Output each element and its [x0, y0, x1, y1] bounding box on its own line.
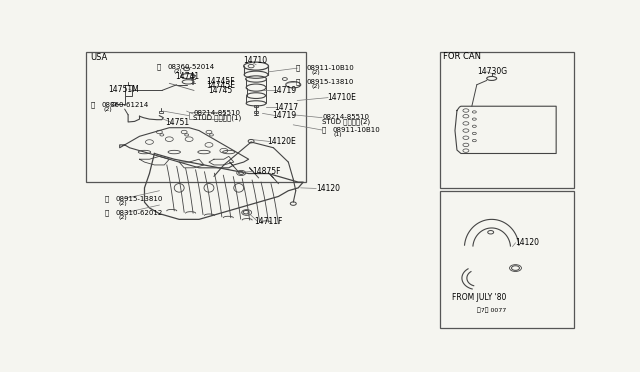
Text: FOR CAN: FOR CAN	[443, 52, 481, 61]
Text: 14730G: 14730G	[477, 67, 507, 76]
Bar	[125, 85, 132, 96]
Text: Ⓢ: Ⓢ	[157, 64, 161, 70]
Text: ァ7ァ 0077: ァ7ァ 0077	[477, 308, 506, 313]
Text: 14710E: 14710E	[327, 93, 356, 102]
Text: 08911-10B10: 08911-10B10	[333, 127, 381, 133]
Bar	[440, 191, 573, 328]
Text: 14717: 14717	[275, 103, 298, 112]
Text: Ⓢ: Ⓢ	[105, 210, 109, 217]
Text: USA: USA	[90, 53, 107, 62]
Text: (2): (2)	[311, 84, 320, 89]
Text: Ⓢ: Ⓢ	[91, 102, 95, 108]
Text: 14719: 14719	[273, 111, 296, 120]
Text: (2): (2)	[173, 69, 182, 74]
Text: 14751: 14751	[165, 118, 189, 127]
Text: 14745E: 14745E	[207, 81, 236, 90]
Text: FROM JULY '80: FROM JULY '80	[452, 293, 506, 302]
Text: Ⓥ: Ⓥ	[296, 78, 300, 85]
Text: 14875F: 14875F	[253, 167, 281, 176]
Text: 14120: 14120	[316, 184, 340, 193]
Text: 14711F: 14711F	[255, 217, 283, 226]
Text: 14120: 14120	[515, 238, 540, 247]
Text: 14745F: 14745F	[207, 77, 235, 86]
Text: (2): (2)	[311, 70, 320, 75]
Text: 08915-13810: 08915-13810	[116, 196, 163, 202]
Text: STUD スタッド(2): STUD スタッド(2)	[322, 118, 370, 125]
Text: Ⓝ: Ⓝ	[296, 65, 300, 71]
Text: 14719: 14719	[273, 86, 296, 95]
Text: 08360-52014: 08360-52014	[168, 64, 215, 70]
Text: (2): (2)	[104, 107, 113, 112]
Bar	[189, 112, 224, 119]
Text: 08360-61214: 08360-61214	[102, 102, 149, 108]
Text: 14751M: 14751M	[108, 84, 138, 93]
Bar	[254, 111, 258, 113]
Text: 08915-13810: 08915-13810	[307, 79, 354, 85]
Text: (2): (2)	[118, 201, 127, 206]
Bar	[440, 52, 573, 188]
Text: 14120E: 14120E	[268, 137, 296, 146]
Text: (1): (1)	[334, 132, 342, 137]
Text: 08214-85510: 08214-85510	[322, 114, 369, 120]
Text: 14745: 14745	[208, 86, 232, 95]
Text: 08911-10B10: 08911-10B10	[307, 65, 355, 71]
Text: 14741: 14741	[175, 72, 199, 81]
Text: Ⓝ: Ⓝ	[322, 127, 326, 133]
Text: 14710: 14710	[244, 56, 268, 65]
Text: (2): (2)	[118, 215, 127, 220]
Text: STUD スタッド(1): STUD スタッド(1)	[193, 114, 241, 121]
Text: 08214-85510: 08214-85510	[193, 110, 240, 116]
Bar	[86, 52, 306, 182]
Text: 08310-62012: 08310-62012	[116, 210, 163, 216]
Bar	[159, 110, 163, 113]
Text: Ⓥ: Ⓥ	[105, 195, 109, 202]
Bar	[254, 105, 258, 108]
